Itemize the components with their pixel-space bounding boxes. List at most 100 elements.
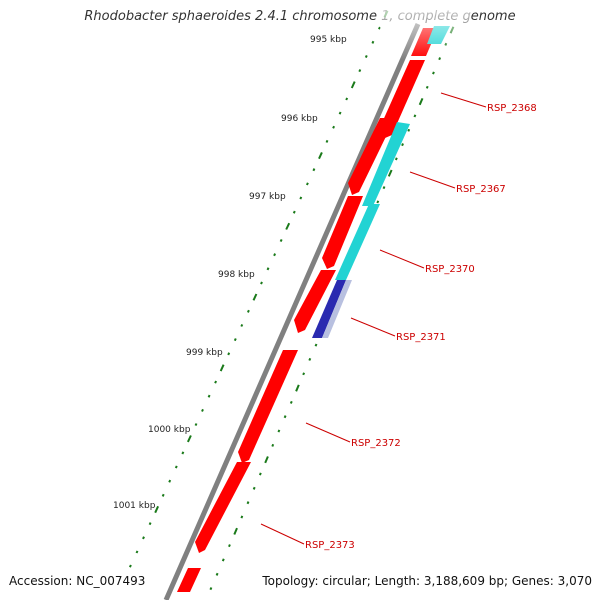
- outer-track-minor-tick: [240, 323, 244, 327]
- gene-block-forward-4[interactable]: [322, 196, 363, 269]
- callout-line-rsp-2371: [350, 317, 396, 337]
- gene-block-reverse-selected-halo: [322, 280, 352, 338]
- inner-track-minor-tick: [277, 429, 281, 433]
- inner-track-major-tick: [295, 384, 300, 392]
- gene-label-rsp-2370[interactable]: RSP_2370: [425, 264, 475, 275]
- outer-track-minor-tick: [168, 479, 172, 483]
- inner-track-major-tick: [233, 527, 238, 535]
- inner-track-major-tick: [418, 97, 424, 106]
- accession-label: Accession: NC_007493: [9, 574, 146, 588]
- gene-label-rsp-2373[interactable]: RSP_2373: [305, 540, 355, 551]
- inner-track-minor-tick: [283, 415, 287, 419]
- outer-track-major-tick: [285, 222, 291, 230]
- top-fade-overlay: [380, 0, 470, 60]
- callout-line-rsp-2368: [440, 92, 487, 108]
- outer-track-minor-tick: [325, 139, 329, 143]
- gene-label-rsp-2371[interactable]: RSP_2371: [396, 332, 446, 343]
- gene-label-rsp-2372[interactable]: RSP_2372: [351, 438, 401, 449]
- inner-track-minor-tick: [407, 128, 411, 132]
- outer-track-minor-tick: [292, 210, 296, 214]
- outer-track-minor-tick: [174, 465, 178, 469]
- outer-track-major-tick: [318, 151, 323, 160]
- inner-track-minor-tick: [376, 200, 380, 204]
- outer-track-minor-tick: [246, 309, 250, 313]
- inner-track-minor-tick: [258, 472, 262, 476]
- outer-track-minor-tick: [260, 281, 263, 285]
- outer-track-minor-tick: [233, 338, 237, 342]
- inner-track-minor-tick: [413, 114, 417, 118]
- ruler-label-1001: 1001 kbp: [113, 501, 156, 511]
- outer-track-major-tick: [154, 505, 160, 514]
- ruler-label-995: 995 kbp: [310, 35, 347, 45]
- callout-line-rsp-2367: [409, 171, 456, 189]
- outer-track-minor-tick: [161, 493, 165, 497]
- inner-track-minor-tick: [252, 486, 256, 490]
- inner-track-minor-tick: [209, 587, 213, 591]
- outer-track-minor-tick: [142, 536, 145, 540]
- backbone-gray: [163, 22, 421, 600]
- callout-line-rsp-2373: [260, 523, 305, 545]
- outer-track-minor-tick: [135, 550, 139, 554]
- outer-track-minor-tick: [358, 69, 362, 73]
- outer-track-minor-tick: [305, 182, 309, 186]
- inner-track-minor-tick: [432, 71, 435, 75]
- outer-track-minor-tick: [378, 26, 381, 30]
- inner-track-major-tick: [264, 456, 269, 464]
- gene-block-forward-6[interactable]: [238, 350, 298, 463]
- outer-track-minor-tick: [332, 125, 336, 129]
- inner-track-minor-tick: [289, 400, 293, 404]
- outer-track-minor-tick: [227, 352, 231, 356]
- gene-block-reverse-2[interactable]: [362, 122, 410, 206]
- inner-track-minor-tick: [425, 85, 429, 89]
- inner-track-minor-tick: [382, 186, 386, 190]
- inner-track-minor-tick: [314, 343, 318, 347]
- outer-track-minor-tick: [181, 451, 185, 455]
- outer-track-minor-tick: [364, 54, 368, 59]
- outer-dotted-track: [128, 10, 389, 568]
- gene-label-rsp-2368[interactable]: RSP_2368: [487, 103, 537, 114]
- ruler-label-998: 998 kbp: [218, 270, 255, 280]
- outer-track-major-tick: [252, 293, 258, 301]
- gene-block-forward-7[interactable]: [195, 462, 251, 553]
- gene-block-forward-3[interactable]: [348, 118, 395, 195]
- ruler-label-996: 996 kbp: [281, 114, 318, 124]
- inner-track-major-tick: [387, 169, 393, 177]
- outer-track-minor-tick: [279, 238, 283, 243]
- inner-track-minor-tick: [401, 143, 404, 147]
- outer-track-minor-tick: [299, 196, 303, 200]
- outer-track-major-tick: [219, 364, 225, 372]
- inner-track-minor-tick: [215, 572, 219, 576]
- inner-track-minor-tick: [246, 501, 250, 505]
- outer-track-minor-tick: [148, 522, 152, 526]
- inner-track-minor-tick: [221, 558, 225, 562]
- gene-label-rsp-2367[interactable]: RSP_2367: [456, 184, 506, 195]
- ruler-label-997: 997 kbp: [249, 192, 286, 202]
- gene-block-forward-8[interactable]: [177, 568, 201, 592]
- outer-track-minor-tick: [338, 111, 342, 115]
- outer-track-minor-tick: [312, 168, 316, 172]
- outer-track-minor-tick: [214, 380, 218, 384]
- outer-track-minor-tick: [345, 97, 349, 101]
- inner-track-minor-tick: [240, 515, 244, 519]
- callout-line-rsp-2372: [305, 422, 351, 443]
- outer-track-minor-tick: [207, 394, 211, 398]
- outer-track-minor-tick: [371, 40, 375, 44]
- gene-block-reverse-3[interactable]: [335, 204, 380, 280]
- outer-track-minor-tick: [201, 408, 204, 412]
- inner-track-minor-tick: [271, 443, 275, 447]
- inner-track-minor-tick: [302, 372, 306, 376]
- gene-block-forward-5[interactable]: [294, 270, 336, 333]
- outer-track-major-tick: [186, 435, 192, 443]
- outer-track-major-tick: [350, 81, 356, 89]
- inner-track-minor-tick: [394, 157, 398, 161]
- ruler-label-1000: 1000 kbp: [148, 425, 191, 435]
- genome-summary-label: Topology: circular; Length: 3,188,609 bp…: [262, 574, 592, 588]
- ruler-label-999: 999 kbp: [186, 348, 223, 358]
- outer-track-minor-tick: [266, 267, 270, 271]
- outer-track-minor-tick: [273, 253, 277, 257]
- outer-track-minor-tick: [128, 564, 132, 568]
- callout-line-rsp-2370: [379, 249, 425, 269]
- inner-track-minor-tick: [228, 544, 231, 548]
- gene-block-reverse-selected[interactable]: [312, 280, 346, 338]
